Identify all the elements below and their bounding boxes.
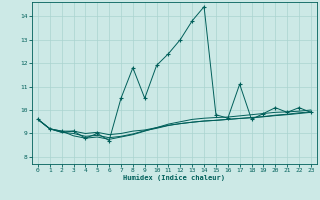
X-axis label: Humidex (Indice chaleur): Humidex (Indice chaleur) (124, 175, 225, 181)
